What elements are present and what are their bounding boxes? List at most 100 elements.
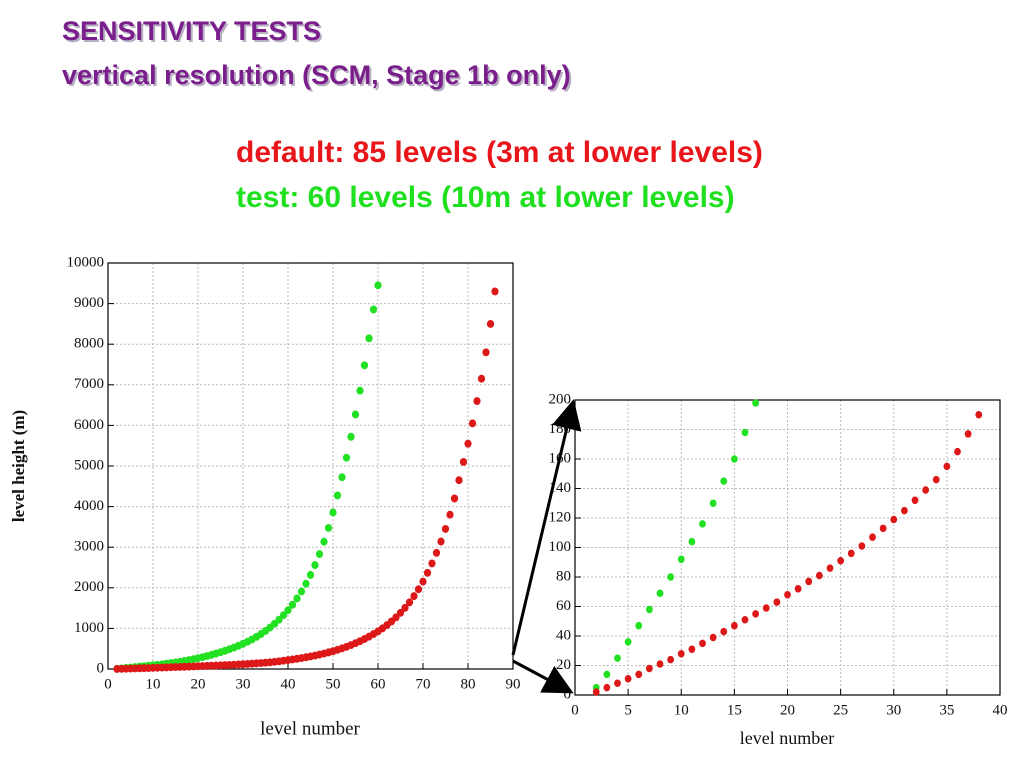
point [762, 604, 770, 612]
x-tick-label: 10 [146, 676, 161, 692]
point [491, 287, 499, 296]
point [423, 568, 432, 577]
point [347, 432, 355, 441]
y-tick-label: 10000 [67, 254, 105, 270]
point [410, 592, 418, 601]
y-tick-label: 4000 [74, 498, 104, 514]
point [459, 457, 468, 466]
point [396, 608, 405, 617]
y-tick-label: 2000 [74, 579, 104, 595]
point [741, 616, 749, 624]
point [315, 550, 324, 559]
y-tick-label: 100 [549, 539, 572, 555]
x-tick-label: 20 [780, 702, 795, 718]
y-tick-label: 6000 [74, 417, 104, 433]
point [486, 319, 495, 328]
y-tick-label: 200 [549, 391, 572, 407]
y-tick-label: 3000 [74, 539, 104, 555]
point [482, 348, 490, 357]
point [414, 585, 423, 594]
point [338, 473, 346, 482]
point [311, 561, 319, 570]
point [709, 499, 717, 507]
point [369, 305, 378, 314]
note: test: 60 levels (10m at lower levels) [236, 181, 735, 214]
x-tick-label: 25 [833, 702, 848, 718]
point [932, 475, 940, 484]
point [645, 664, 653, 673]
point [869, 533, 876, 541]
y-axis-label: level height (m) [9, 410, 28, 522]
point [709, 633, 717, 642]
point [450, 494, 459, 503]
point [699, 639, 706, 648]
note: default: 85 levels (3m at lower levels) [236, 136, 763, 169]
point [720, 477, 728, 485]
zoom-arrow [511, 399, 582, 656]
point [624, 675, 632, 683]
y-tick-label: 0 [564, 686, 572, 702]
y-tick-label: 120 [549, 509, 572, 525]
point [464, 439, 472, 448]
point [784, 590, 791, 599]
point [324, 523, 333, 532]
y-tick-label: 8000 [74, 336, 104, 352]
point [805, 577, 813, 586]
x-tick-label: 40 [993, 702, 1008, 718]
point [288, 600, 297, 609]
point [847, 549, 855, 558]
point [815, 571, 823, 580]
x-tick-label: 15 [727, 702, 742, 718]
point [419, 577, 427, 586]
point [432, 548, 441, 557]
point [329, 508, 337, 517]
point [667, 655, 675, 664]
point [333, 491, 342, 500]
point [455, 476, 463, 485]
point [954, 447, 961, 456]
point [900, 506, 908, 515]
x-tick-label: 35 [939, 702, 954, 718]
point [975, 411, 983, 419]
point [446, 510, 454, 519]
x-tick-label: 40 [281, 676, 296, 692]
point [437, 537, 445, 546]
plot-frame [574, 399, 1001, 696]
point [688, 645, 696, 654]
point [614, 679, 621, 687]
point [879, 524, 887, 533]
point [374, 281, 382, 290]
y-tick-label: 7000 [74, 376, 104, 392]
point [356, 386, 364, 395]
point [401, 603, 409, 612]
point [293, 594, 301, 603]
point [342, 453, 351, 462]
point [297, 587, 306, 596]
point [837, 557, 845, 565]
point [730, 621, 738, 630]
x-tick-label: 0 [104, 676, 112, 692]
y-tick-label: 60 [556, 598, 571, 614]
point [428, 559, 436, 568]
point [351, 410, 360, 419]
point [624, 638, 632, 646]
point [473, 397, 481, 406]
point [360, 361, 369, 370]
point [741, 428, 749, 437]
y-tick-label: 5000 [74, 457, 104, 473]
slide-title: SENSITIVITY TESTS [62, 16, 322, 46]
y-tick-label: 80 [556, 568, 571, 584]
point [752, 610, 760, 618]
zoom-arrow [512, 659, 574, 694]
point [964, 430, 972, 438]
x-tick-label: 5 [624, 702, 632, 718]
point [405, 598, 414, 607]
point [752, 399, 760, 407]
point [890, 515, 898, 524]
x-tick-label: 20 [191, 676, 206, 692]
x-tick-label: 90 [506, 676, 521, 692]
y-tick-label: 0 [97, 660, 105, 676]
point [592, 688, 600, 696]
